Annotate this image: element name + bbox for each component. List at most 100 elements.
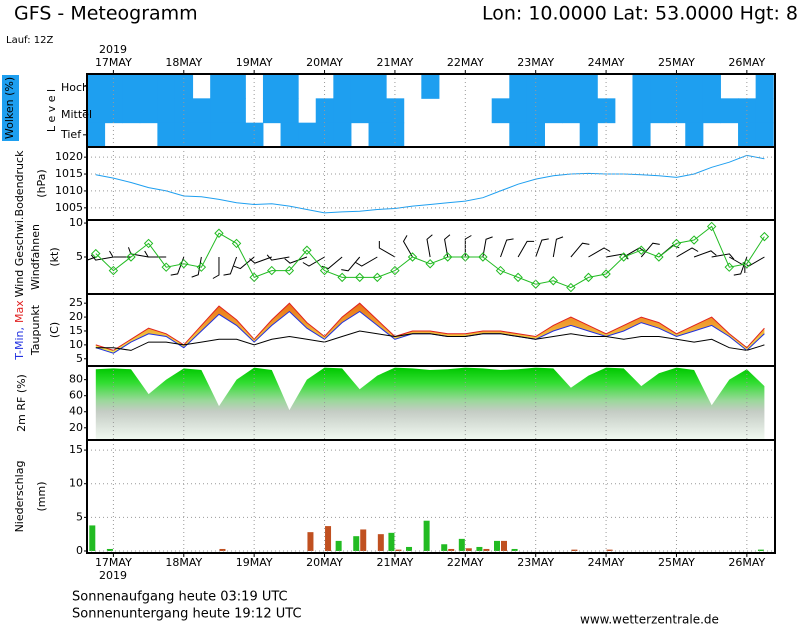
cloud-cell (210, 122, 229, 147)
cloud-cell (421, 98, 439, 123)
cloud-cell (87, 122, 106, 147)
sunrise: Sonnenaufgang heute 03:19 UTC (72, 590, 288, 605)
precip-bar (494, 540, 501, 551)
cloud-cell (139, 74, 158, 99)
y-tick-label: 40 (69, 405, 83, 418)
precip-bar (106, 548, 113, 551)
cloud-cell (439, 123, 457, 148)
wind-speed-marker (706, 221, 717, 232)
y-tick-label: 5 (76, 352, 83, 365)
y-tick-label: 10 (69, 338, 83, 351)
series-label: T-Min, (13, 327, 26, 361)
cloud-cell (262, 98, 282, 124)
precip-bar (406, 546, 413, 551)
level-label: Hoch (61, 81, 89, 94)
cloud-cell (509, 74, 528, 99)
precip-bar (307, 532, 314, 551)
cloud-cell (262, 74, 282, 99)
wind-barb (693, 250, 717, 258)
y-label: L e v e l (45, 89, 58, 132)
wind-barb (341, 256, 361, 272)
wind-speed-marker (161, 262, 171, 272)
y-tick-label: 0 (76, 544, 83, 557)
cloud-cell (87, 98, 106, 124)
cloud-cell (87, 74, 106, 99)
series-label: Windfahnen (29, 224, 42, 290)
cloud-cell (492, 123, 510, 148)
wind-speed-marker (742, 259, 752, 269)
precip-bar (335, 540, 342, 551)
pressure-line (95, 154, 765, 214)
sunset: Sonnenuntergang heute 19:12 UTC (72, 607, 302, 622)
wind-speed-marker (654, 252, 664, 262)
wind-speed-marker (548, 276, 558, 286)
cloud-cell (685, 74, 704, 99)
wind-barb (302, 256, 325, 267)
precip-bar (360, 529, 367, 551)
wind-barb (170, 256, 185, 276)
wind-speed-marker (618, 252, 629, 262)
cloud-cell (702, 98, 721, 124)
cloud-cell (404, 98, 422, 123)
y-tick-label: 15 (69, 324, 83, 337)
cloud-cell (210, 98, 229, 124)
wind-speed-marker (196, 262, 207, 272)
y-tick-label: 80 (69, 373, 83, 386)
wind-speed-marker (179, 259, 189, 269)
precip-bar (501, 540, 508, 551)
cloud-cell (157, 98, 176, 124)
y-tick-label: 60 (69, 389, 83, 402)
precip-bar (377, 534, 384, 551)
cloud-cell (404, 74, 422, 99)
date-label-bottom: 25MAY (658, 556, 695, 569)
panel (87, 221, 770, 293)
precip-bar (757, 549, 764, 551)
cloud-cell (192, 122, 211, 147)
title: GFS - Meteogramm (14, 3, 198, 25)
cloud-cell (509, 98, 528, 124)
cloud-cell (720, 74, 738, 99)
cloud-cell (227, 98, 246, 124)
cloud-cell (755, 98, 774, 124)
cloud-cell (755, 122, 774, 147)
wind-speed-marker (214, 228, 224, 238)
cloud-cell (193, 74, 211, 99)
wind-speed-marker (443, 252, 453, 262)
date-label-bottom: 17MAY (95, 556, 132, 569)
cloud-cell (404, 123, 422, 148)
panel (95, 367, 765, 440)
y-tick-label: 20 (69, 421, 83, 434)
wind-speed-marker (337, 272, 347, 283)
cloud-cell (544, 123, 562, 148)
precip-bar (483, 548, 490, 551)
y-tick-label: 1015 (55, 167, 83, 180)
precip-bar (325, 526, 332, 551)
date-label-top: 21MAY (376, 56, 413, 69)
cloud-cell (333, 74, 352, 99)
cloud-cell (157, 122, 176, 147)
cloud-cell (579, 98, 598, 124)
cloud-cell (280, 98, 299, 124)
y-tick-label: 25 (69, 296, 83, 309)
precip-bar (395, 549, 402, 551)
cloud-cell (685, 122, 704, 147)
date-label-top: 19MAY (236, 56, 273, 69)
y-label: Bodendruck (13, 150, 26, 217)
cloud-cell (474, 98, 492, 123)
panel-frame (86, 293, 776, 367)
y-label: (mm) (35, 481, 48, 511)
cloud-cell (122, 123, 140, 148)
wind-speed-marker (372, 272, 383, 283)
precip-bar (465, 548, 472, 551)
precip-bar (571, 549, 578, 551)
cloud-cell (491, 98, 510, 124)
y-label: (hPa) (35, 169, 48, 197)
wind-speed-marker (108, 265, 119, 276)
cloud-cell (368, 98, 387, 124)
panel (87, 74, 774, 148)
location: Lon: 10.0000 Lat: 53.0000 Hgt: 8 (482, 3, 798, 25)
date-label-bottom: 19MAY (236, 556, 273, 569)
wind-barb (233, 256, 255, 270)
cloud-cell (122, 74, 141, 99)
date-label-top: 17MAY (95, 56, 132, 69)
